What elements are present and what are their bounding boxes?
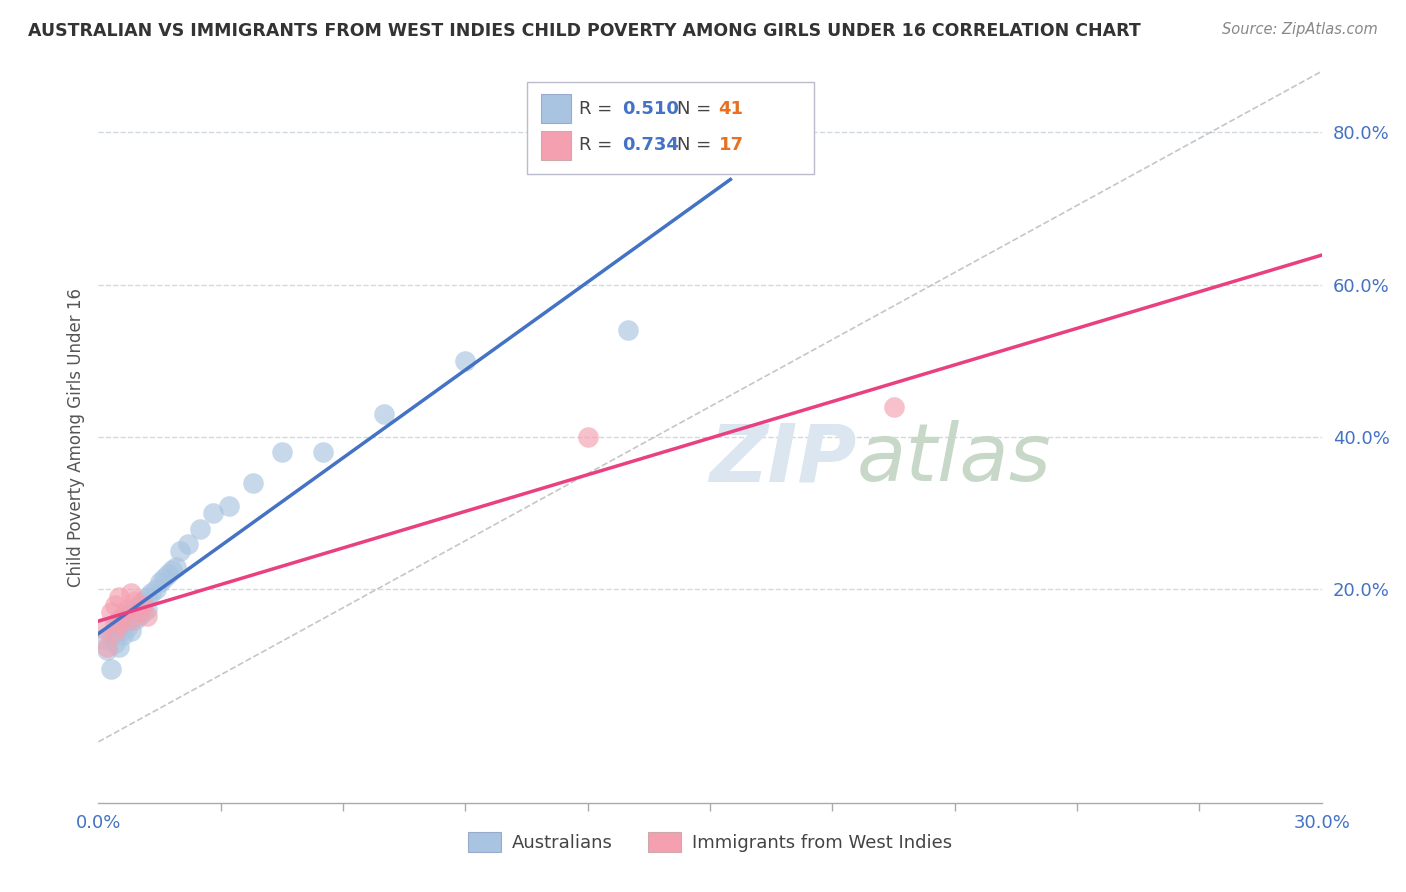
Point <box>100 663 122 677</box>
Point <box>165 559 187 574</box>
Text: atlas: atlas <box>856 420 1052 498</box>
FancyBboxPatch shape <box>541 94 571 123</box>
Point <box>115 621 138 635</box>
Point <box>128 598 150 612</box>
Point <box>120 586 142 600</box>
Point <box>96 640 118 654</box>
Point <box>108 640 131 654</box>
Point <box>454 354 477 368</box>
Point <box>617 323 640 337</box>
Point <box>104 598 127 612</box>
Point <box>100 605 122 619</box>
Point <box>91 632 114 646</box>
Point <box>128 605 150 619</box>
Point <box>177 537 200 551</box>
Point <box>242 475 264 490</box>
Point <box>124 594 146 608</box>
Text: 0.734: 0.734 <box>621 136 679 154</box>
Point <box>115 601 138 615</box>
Point <box>152 571 174 585</box>
Point <box>104 616 127 631</box>
Y-axis label: Child Poverty Among Girls Under 16: Child Poverty Among Girls Under 16 <box>66 287 84 587</box>
Point <box>201 506 224 520</box>
Point <box>120 613 142 627</box>
Text: N =: N = <box>678 100 717 118</box>
Text: R =: R = <box>579 100 619 118</box>
Text: R =: R = <box>579 136 619 154</box>
Point <box>100 628 122 642</box>
Point <box>136 590 159 604</box>
Point <box>149 574 172 589</box>
Text: 0.510: 0.510 <box>621 100 679 118</box>
Point <box>373 407 395 421</box>
Point <box>145 582 167 597</box>
Point <box>169 544 191 558</box>
Point <box>136 601 159 615</box>
FancyBboxPatch shape <box>541 130 571 160</box>
Point <box>188 521 212 535</box>
Point <box>104 624 127 639</box>
Point <box>160 563 183 577</box>
Point <box>111 609 134 624</box>
Point <box>120 624 142 639</box>
Point <box>96 643 118 657</box>
Legend: Australians, Immigrants from West Indies: Australians, Immigrants from West Indies <box>461 824 959 860</box>
Point <box>120 605 142 619</box>
Point <box>115 609 138 624</box>
Point <box>132 605 155 619</box>
Point <box>108 613 131 627</box>
Point <box>124 601 146 615</box>
Text: 41: 41 <box>718 100 744 118</box>
Point <box>270 445 292 459</box>
Text: 17: 17 <box>718 136 744 154</box>
Text: AUSTRALIAN VS IMMIGRANTS FROM WEST INDIES CHILD POVERTY AMONG GIRLS UNDER 16 COR: AUSTRALIAN VS IMMIGRANTS FROM WEST INDIE… <box>28 22 1140 40</box>
Point <box>311 445 335 459</box>
Point <box>104 636 127 650</box>
Point <box>108 590 131 604</box>
Point <box>141 586 163 600</box>
Point <box>132 598 155 612</box>
Point <box>111 616 134 631</box>
Point <box>128 609 150 624</box>
Point <box>218 499 240 513</box>
Text: N =: N = <box>678 136 717 154</box>
Point <box>124 613 146 627</box>
Point <box>108 616 131 631</box>
Point <box>91 621 114 635</box>
Text: Source: ZipAtlas.com: Source: ZipAtlas.com <box>1222 22 1378 37</box>
Point <box>576 430 599 444</box>
Point <box>136 609 159 624</box>
Text: ZIP: ZIP <box>710 420 856 498</box>
Point <box>111 628 134 642</box>
Point <box>132 594 155 608</box>
FancyBboxPatch shape <box>526 82 814 174</box>
Point <box>156 567 179 582</box>
Point <box>108 624 131 639</box>
Point <box>883 400 905 414</box>
